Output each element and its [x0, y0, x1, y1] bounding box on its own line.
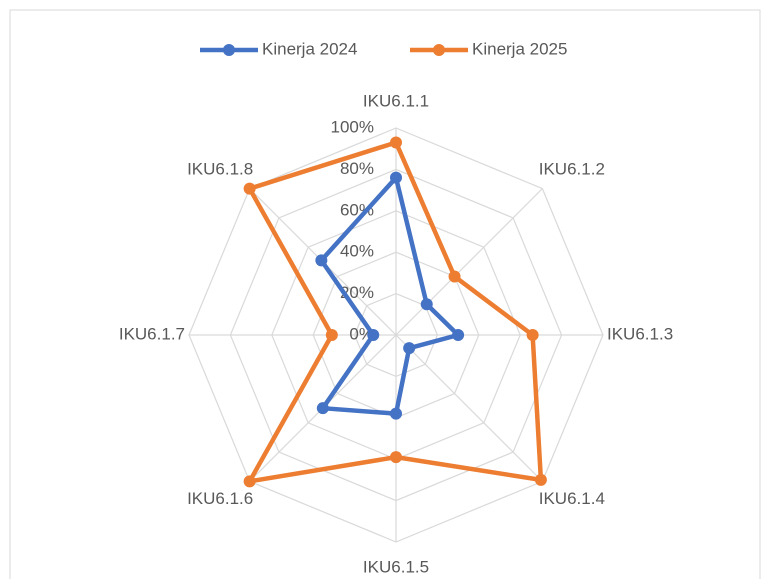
- chart-frame: [9, 9, 761, 579]
- spoke: [395, 188, 543, 336]
- legend-marker: [433, 44, 445, 56]
- spoke: [395, 334, 543, 482]
- point: [316, 402, 329, 415]
- point: [403, 342, 416, 355]
- axis-label: IKU6.1.3: [607, 324, 673, 343]
- point: [420, 298, 433, 311]
- point: [390, 407, 402, 420]
- tick-label: 100%: [331, 117, 374, 136]
- legend-label: Kinerja 2025: [472, 39, 567, 58]
- point: [452, 329, 465, 341]
- point: [448, 270, 461, 283]
- point: [526, 329, 539, 341]
- point: [243, 475, 256, 488]
- axis-label: IKU6.1.2: [539, 160, 605, 179]
- point: [390, 171, 402, 184]
- tick-label: 40%: [340, 242, 374, 261]
- axis-label: IKU6.1.5: [363, 557, 429, 576]
- point: [325, 329, 338, 341]
- axis-label: IKU6.1.8: [187, 160, 253, 179]
- axis-label: IKU6.1.7: [119, 324, 185, 343]
- axis-label: IKU6.1.1: [363, 91, 429, 110]
- legend-label: Kinerja 2024: [262, 39, 357, 58]
- axis-label: IKU6.1.6: [187, 489, 253, 508]
- point: [390, 451, 402, 464]
- legend-marker: [223, 44, 235, 56]
- point: [390, 136, 402, 149]
- point: [243, 182, 256, 195]
- axis-label: IKU6.1.4: [539, 489, 605, 508]
- point: [315, 254, 328, 267]
- point: [367, 329, 380, 341]
- point: [534, 473, 547, 486]
- tick-label: 80%: [340, 159, 374, 178]
